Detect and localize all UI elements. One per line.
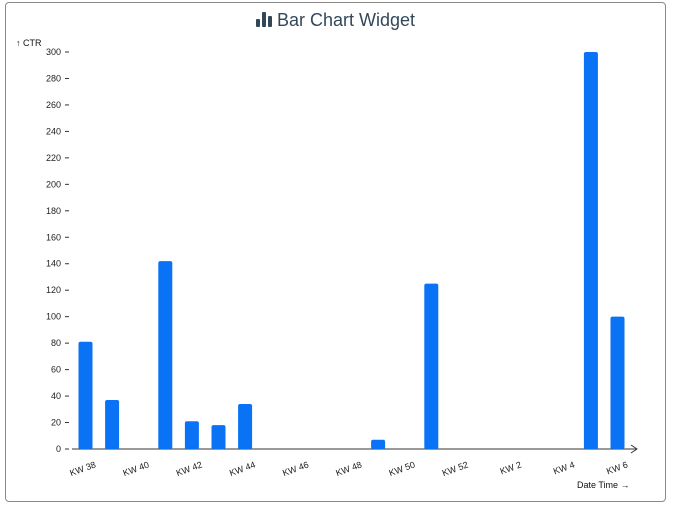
y-axis-label: ↑ CTR — [16, 38, 42, 48]
bar-kw-6[interactable] — [610, 316, 625, 449]
y-tick-label: 180 — [46, 206, 61, 216]
bar-kw-49[interactable] — [371, 439, 386, 449]
y-axis: 0 20 40 60 80 100 120 140 160 180 200 220 240 260 280 3… — [46, 47, 69, 454]
x-axis-label: Date Time → — [577, 480, 630, 490]
bar-chart-icon — [255, 11, 272, 32]
widget-title: Bar Chart Widget — [276, 10, 416, 30]
y-tick-label: 160 — [46, 232, 61, 242]
y-tick-label: 0 — [56, 444, 61, 454]
y-tick-label: 120 — [46, 285, 61, 295]
y-tick-label: 20 — [51, 418, 61, 428]
y-tick-label: 260 — [46, 100, 61, 110]
bar-kw-39[interactable] — [105, 400, 120, 449]
y-tick-label: 280 — [46, 73, 61, 83]
widget-header: Bar Chart Widget — [6, 10, 665, 32]
y-tick-label: 100 — [46, 312, 61, 322]
x-tick-label: KW 52 — [441, 459, 470, 478]
x-tick-label: KW 42 — [175, 459, 204, 478]
bars — [78, 52, 625, 449]
x-tick-label: KW 38 — [68, 459, 97, 478]
x-tick-label: KW 44 — [228, 459, 257, 478]
x-tick-label: KW 48 — [334, 459, 363, 478]
bar-kw-5[interactable] — [583, 52, 598, 449]
x-tick-label: KW 50 — [388, 459, 417, 478]
bar-kw-51[interactable] — [424, 283, 439, 449]
x-tick-label: KW 40 — [122, 459, 151, 478]
x-tick-label: KW 2 — [499, 459, 523, 476]
bar-kw-44[interactable] — [238, 404, 253, 449]
y-tick-label: 300 — [46, 47, 61, 57]
x-tick-label: KW 6 — [605, 459, 629, 476]
y-tick-label: 40 — [51, 391, 61, 401]
y-tick-label: 80 — [51, 338, 61, 348]
x-tick-label: KW 4 — [552, 459, 576, 476]
bar-kw-43[interactable] — [211, 425, 226, 449]
bar-kw-41[interactable] — [158, 261, 173, 449]
y-tick-label: 60 — [51, 365, 61, 375]
x-axis-arrow — [630, 444, 638, 454]
y-tick-label: 140 — [46, 259, 61, 269]
x-axis: KW 38 KW 40 KW 42 KW 44 KW 46 KW 48 KW 50 KW 52… — [68, 444, 638, 478]
y-tick-label: 220 — [46, 153, 61, 163]
bar-kw-38[interactable] — [78, 341, 93, 449]
bar-kw-42[interactable] — [184, 421, 199, 449]
x-tick-label: KW 46 — [281, 459, 310, 478]
y-tick-label: 240 — [46, 126, 61, 136]
y-tick-label: 200 — [46, 179, 61, 189]
